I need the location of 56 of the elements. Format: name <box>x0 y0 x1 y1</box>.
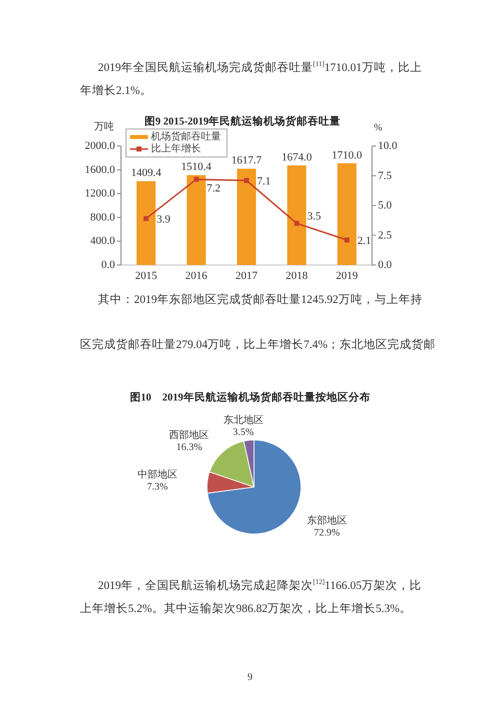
data-label: 16.3% <box>176 442 202 454</box>
y-tick-label: 1600.0 <box>84 164 116 176</box>
pie-slice <box>207 440 302 534</box>
text: 2019年，全国民航运输机场完成起降架次$^{[12]}$1166.05万架次，比上年增长5.2%。其中运输架次986.82万架次，比上年增长5.3%。 <box>80 577 422 617</box>
point <box>344 238 350 243</box>
data-label: 1409.4 <box>130 167 162 180</box>
point <box>244 178 249 184</box>
y2-tick-label: 2.5 <box>378 229 392 242</box>
data-label: 3.5 <box>307 210 322 222</box>
x-tick-label: 2015 <box>135 270 158 282</box>
y2-axis-title: % <box>374 122 382 134</box>
data-label: 1617.7 <box>231 154 262 167</box>
y2-tick-label: 0.0 <box>378 259 392 271</box>
y2-tick-label: 5.0 <box>378 200 392 212</box>
point <box>194 176 199 182</box>
chart-title: 图9 2015-2019年民航运输机场货邮吞吐量 <box>144 114 341 128</box>
data-label: 7.2 <box>206 182 221 194</box>
data-label: 7.3% <box>147 482 168 493</box>
y-tick-label: 800.0 <box>90 211 116 224</box>
bar <box>136 181 156 265</box>
slice-label: 中部地区 <box>137 468 178 481</box>
y-tick-label: 0.0 <box>101 259 116 271</box>
text: 其中：2019年东部地区完成货邮吞吐量1245.92万吨，与上年持 <box>98 292 422 308</box>
x-tick-label: 2018 <box>286 270 308 282</box>
data-label: 1710.0 <box>332 149 363 162</box>
x-tick-label: 2016 <box>185 270 208 282</box>
bar <box>337 163 356 265</box>
bar <box>287 165 306 265</box>
point <box>294 220 300 226</box>
data-label: 7.1 <box>257 176 271 188</box>
data-label: 3.9 <box>156 214 171 226</box>
data-label: 1674.0 <box>282 151 312 164</box>
data-label: 72.9% <box>314 528 340 539</box>
data-label: 2.1 <box>357 235 372 248</box>
slice-label: 东北地区 <box>223 414 264 426</box>
text: 2019年全国民航运输机场完成货邮吞吐量$^{[11]}$1710.01万吨，比上年增长2.1%。 <box>80 60 422 97</box>
data-label: 1510.4 <box>181 161 212 174</box>
y-tick-label: 1200.0 <box>84 188 116 200</box>
text: 区完成货邮吞吐量279.04万吨，比上年增长7.4%；东北地区完成货邮 <box>80 337 436 353</box>
slice-label: 东部地区 <box>306 514 347 527</box>
x-tick-label: 2019 <box>336 270 358 282</box>
x-tick-label: 2017 <box>236 270 258 282</box>
legend-label: 机场货邮吞吐量 <box>151 130 221 142</box>
y-tick-label: 2000.0 <box>84 140 116 152</box>
slice-label: 西部地区 <box>169 429 210 442</box>
point <box>144 216 149 222</box>
legend-label: 比上年增长 <box>151 142 201 154</box>
y2-tick-label: 7.5 <box>378 170 392 182</box>
bar <box>186 175 206 265</box>
y2-tick-label: 10.0 <box>378 140 398 152</box>
y-axis-title: 万吨 <box>94 120 114 132</box>
data-label: 3.5% <box>232 426 254 438</box>
bar <box>237 168 256 265</box>
text: 9 <box>248 671 252 685</box>
y-tick-label: 400.0 <box>90 235 116 248</box>
chart-title: 图10 2019年民航运输机场货邮吞吐量按地区分布 <box>130 390 370 404</box>
